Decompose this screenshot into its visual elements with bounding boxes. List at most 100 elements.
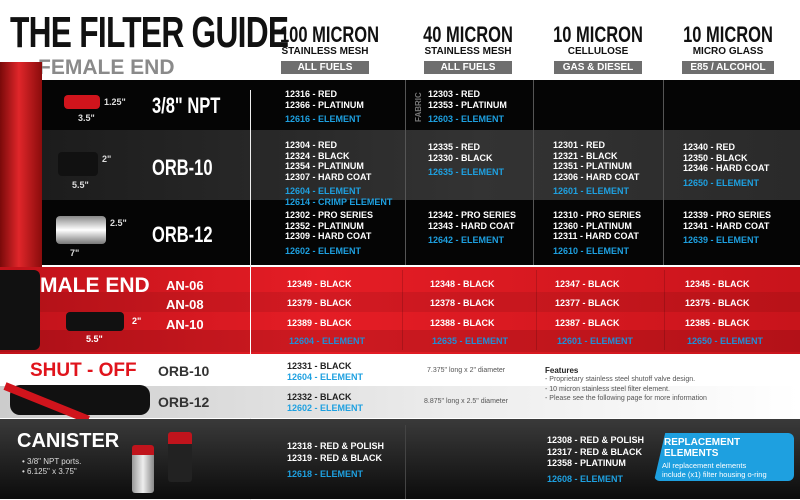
- male-row-label: AN-06: [166, 278, 204, 293]
- part-number: 12340 - RED: [683, 142, 736, 152]
- filter-media: CELLULOSE: [567, 46, 629, 57]
- part-number: 12302 - PRO SERIES: [285, 210, 374, 220]
- element-part-number: 12635 - ELEMENT: [428, 167, 505, 178]
- micron-rating: 10 MICRON: [553, 22, 643, 47]
- part-number: 12321 - BLACK: [553, 150, 618, 161]
- filter-image: [56, 216, 106, 244]
- part-number: 12349 - BLACK: [287, 279, 352, 289]
- filter-image: [58, 152, 98, 176]
- column-divider: [402, 270, 403, 350]
- size-spec: 8.875" long x 2.5" diameter: [424, 398, 508, 405]
- part-number: 12377 - BLACK: [555, 298, 620, 308]
- element-part-number: 12614 - CRIMP ELEMENT: [285, 196, 393, 207]
- callout-title: REPLACEMENT ELEMENTS: [664, 437, 741, 459]
- element-part-number: 12602 - ELEMENT: [287, 403, 364, 413]
- dim-height: 1.25": [104, 97, 126, 107]
- dim-width: 5.5": [72, 180, 89, 190]
- element-part-number: 12604 - ELEMENT: [289, 336, 366, 346]
- part-cell: 12335 - RED 12330 - BLACK 12635 - ELEMENT: [428, 142, 504, 178]
- part-cell: 12302 - PRO SERIES 12352 - PLATINUM 12309 …: [285, 210, 373, 256]
- fuel-badge: E85 / ALCOHOL: [682, 61, 774, 74]
- column-header: 40 MICRON STAINLESS MESH ALL FUELS: [408, 24, 528, 75]
- fabric-label: FABRIC: [414, 92, 423, 122]
- part-number: 12354 - PLATINUM: [285, 161, 364, 172]
- dim-height: 2.5": [110, 218, 127, 228]
- part-number: 12319 - RED & BLACK: [287, 453, 383, 463]
- feature-item: - 10 micron stainless steel filter eleme…: [545, 385, 670, 393]
- micron-rating: 40 MICRON: [423, 22, 513, 47]
- row-label-2: ORB-12: [152, 222, 213, 247]
- part-number: 12331 - BLACK: [287, 361, 352, 371]
- part-number: 12366 - PLATINUM: [285, 99, 364, 110]
- part-number: 12318 - RED & POLISH: [287, 441, 385, 451]
- fuel-badge: GAS & DIESEL: [554, 61, 642, 74]
- part-number: 12379 - BLACK: [287, 298, 352, 308]
- part-cell: 12340 - RED 12350 - BLACK 12346 - HARD COA…: [683, 142, 769, 188]
- part-number: 12341 - HARD COAT: [683, 220, 770, 231]
- element-part-number: 12608 - ELEMENT: [547, 473, 624, 484]
- element-part-number: 12601 - ELEMENT: [557, 336, 634, 346]
- row-band-orb10: [0, 130, 800, 200]
- part-number: 12388 - BLACK: [430, 318, 495, 328]
- part-number: 12385 - BLACK: [685, 318, 750, 328]
- element-part-number: 12602 - ELEMENT: [285, 245, 362, 256]
- element-part-number: 12642 - ELEMENT: [428, 235, 505, 246]
- micron-rating: 10 MICRON: [683, 22, 773, 47]
- part-number: 12310 - PRO SERIES: [553, 210, 642, 220]
- row-label-1: ORB-10: [152, 155, 213, 180]
- shutoff-row-label: ORB-10: [158, 363, 210, 379]
- part-cell: 12303 - RED 12353 - PLATINUM 12603 - ELEME…: [428, 89, 507, 125]
- dim-height: 2": [102, 154, 112, 164]
- column-divider: [664, 270, 665, 350]
- part-cell: 12301 - RED 12321 - BLACK 12351 - PLATINUM…: [553, 140, 639, 197]
- row-band-orb12: [0, 200, 800, 265]
- part-cell: 12332 - BLACK 12602 - ELEMENT: [287, 392, 363, 414]
- dim-width: 7": [70, 248, 80, 258]
- male-end-title: MALE END: [40, 274, 150, 297]
- part-number: 12342 - PRO SERIES: [428, 210, 517, 220]
- part-number: 12301 - RED: [553, 140, 606, 150]
- element-part-number: 12610 - ELEMENT: [553, 245, 630, 256]
- shutoff-row-label: ORB-12: [158, 394, 210, 410]
- part-number: 12343 - HARD COAT: [428, 220, 515, 231]
- part-number: 12389 - BLACK: [287, 318, 352, 328]
- element-part-number: 12639 - ELEMENT: [683, 235, 760, 246]
- micron-rating: 100 MICRON: [280, 22, 380, 47]
- element-part-number: 12635 - ELEMENT: [432, 336, 509, 346]
- replacement-elements-callout: REPLACEMENT ELEMENTS All replacement ele…: [654, 433, 794, 481]
- row-label-0: 3/8" NPT: [152, 93, 221, 118]
- male-row-label: AN-08: [166, 297, 204, 312]
- part-number: 12346 - HARD COAT: [683, 163, 770, 174]
- part-number: 12316 - RED: [285, 89, 338, 99]
- part-number: 12375 - BLACK: [685, 298, 750, 308]
- part-cell: 12304 - RED 12324 - BLACK 12354 - PLATINUM…: [285, 140, 392, 208]
- section-female-end: FEMALE END: [38, 56, 175, 79]
- part-number: 12350 - BLACK: [683, 152, 748, 163]
- element-part-number: 12603 - ELEMENT: [428, 114, 505, 125]
- part-number: 12308 - RED & POLISH: [547, 435, 645, 445]
- part-cell: 12316 - RED 12366 - PLATINUM 12616 - ELEME…: [285, 89, 364, 125]
- canister-image-black: [168, 432, 192, 482]
- part-number: 12307 - HARD COAT: [285, 171, 372, 182]
- part-number: 12358 - PLATINUM: [547, 458, 626, 468]
- male-row-label: AN-10: [166, 317, 204, 332]
- part-number: 12306 - HARD COAT: [553, 171, 640, 182]
- page-title: THE FILTER GUIDE: [10, 8, 289, 57]
- part-cell: 12342 - PRO SERIES 12343 - HARD COAT 12642…: [428, 210, 516, 246]
- element-part-number: 12650 - ELEMENT: [687, 336, 764, 346]
- feature-item: - Please see the following page for more…: [545, 395, 707, 402]
- canister-image-polish: [132, 445, 154, 493]
- canister-bullet: • 3/8" NPT ports.: [22, 457, 82, 466]
- part-number: 12317 - RED & BLACK: [547, 446, 643, 457]
- part-number: 12387 - BLACK: [555, 318, 620, 328]
- part-number: 12332 - BLACK: [287, 392, 352, 402]
- filter-image-red: [0, 62, 42, 267]
- male-end-band: [0, 267, 800, 354]
- part-number: 12345 - BLACK: [685, 279, 750, 289]
- row-band-npt: [0, 80, 800, 130]
- fuel-badge: ALL FUELS: [424, 61, 512, 74]
- column-header: 10 MICRON CELLULOSE GAS & DIESEL: [538, 24, 658, 75]
- fuel-badge: ALL FUELS: [281, 61, 369, 74]
- part-number: 12353 - PLATINUM: [428, 99, 507, 110]
- part-cell: 12339 - PRO SERIES 12341 - HARD COAT 12639…: [683, 210, 771, 246]
